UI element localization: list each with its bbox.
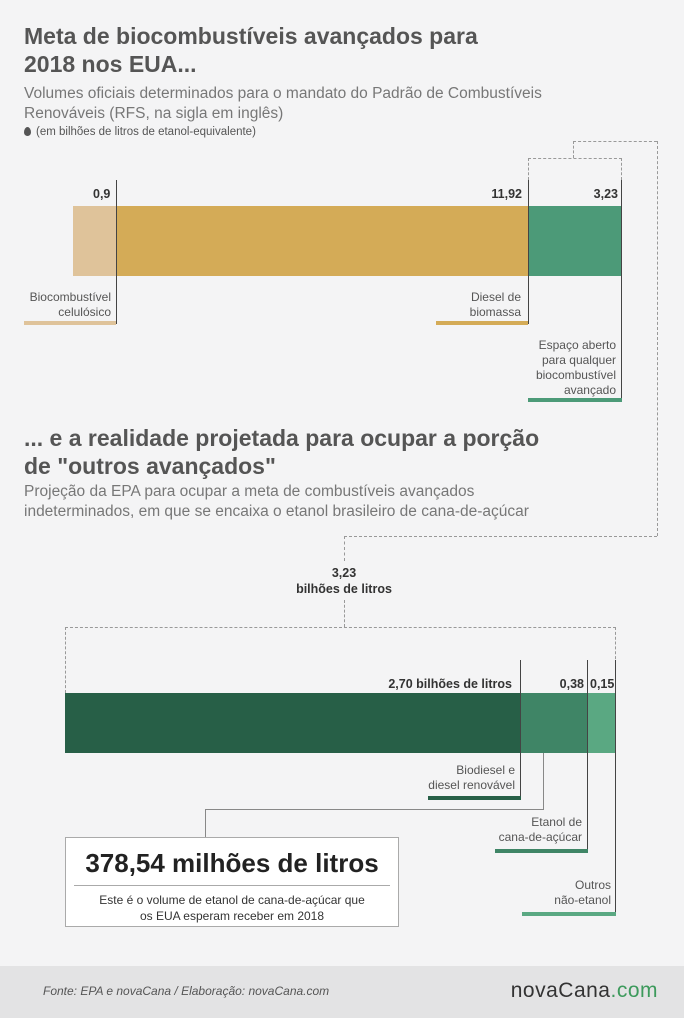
connector-bracket-left (528, 158, 529, 180)
callout-connector-vertical (543, 753, 544, 810)
category-label-cellulosic: Biocombustível celulósico (10, 290, 111, 320)
brand-suffix: .com (610, 979, 658, 1002)
callout-text: Este é o volume de etanol de cana-de-açú… (66, 892, 398, 924)
value-label-biodiesel: 2,70 bilhões de litros (388, 677, 512, 691)
chart2-title-line2: de "outros avançados" (24, 453, 276, 479)
callout-box: 378,54 milhões de litros Este é o volume… (65, 837, 399, 927)
bar-segment-biomass-diesel (117, 206, 529, 276)
connector-bracket-top (528, 158, 622, 159)
chart1-subtitle: Volumes oficiais determinados para o man… (24, 84, 542, 124)
underline-other-non-ethanol (522, 912, 616, 916)
chart1-title: Meta de biocombustíveis avançados para 2… (24, 22, 478, 78)
value-label-sugarcane-ethanol: 0,38 (559, 677, 584, 691)
marker-line-sugarcane-ethanol (587, 660, 588, 853)
marker-line-cellulosic (116, 180, 117, 324)
category-label-biomass-diesel: Diesel de biomassa (420, 290, 521, 320)
connector-bracket-right (621, 158, 622, 180)
value-label-other-non-ethanol: 0,15 (590, 677, 615, 691)
marker-line-open-space (621, 180, 622, 400)
callout-line1: Este é o volume de etanol de cana-de-açú… (99, 893, 365, 907)
underline-biodiesel (428, 796, 521, 800)
category-label-line: avançado (563, 383, 616, 397)
value-label-biomass-diesel: 11,92 (491, 187, 522, 201)
chart2-subtitle-line1: Projeção da EPA para ocupar a meta de co… (24, 483, 475, 500)
connector-value: 3,23 (331, 566, 357, 580)
marker-line-biodiesel (520, 660, 521, 800)
category-label-line: para qualquer (541, 353, 616, 367)
chart2-bracket-left (65, 627, 66, 693)
bar-segment-cellulosic (73, 206, 117, 276)
category-label-line: Biocombustível (29, 290, 111, 304)
bar-segment-other-non-ethanol (588, 693, 616, 753)
category-label-open-space: Espaço aberto para qualquer biocombustív… (510, 338, 616, 398)
callout-connector-horizontal (205, 809, 544, 810)
drop-icon (24, 127, 31, 136)
chart2-title: ... e a realidade projetada para ocupar … (24, 424, 539, 480)
category-label-line: não-etanol (554, 893, 611, 907)
category-label-line: cana-de-açúcar (498, 830, 582, 844)
chart2-bar (65, 693, 616, 753)
category-label-line: Outros (574, 878, 611, 892)
connector-label-stem (344, 600, 345, 627)
value-label-open-space: 3,23 (593, 187, 618, 201)
brand-logo: novaCana.com (511, 979, 658, 1003)
category-label-line: Etanol de (531, 815, 582, 829)
connector-bottom-run (344, 536, 657, 537)
underline-sugarcane-ethanol (495, 849, 588, 853)
callout-line2: os EUA esperam receber em 2018 (139, 909, 325, 923)
callout-divider (74, 885, 390, 886)
chart2-subtitle-line2: indeterminados, em que se encaixa o etan… (24, 503, 529, 520)
chart1-title-line2: 2018 nos EUA... (24, 51, 197, 77)
connector-right-run (657, 141, 658, 536)
category-label-line: biomassa (469, 305, 521, 319)
marker-line-other-non-ethanol (615, 660, 616, 916)
bar-segment-sugarcane-ethanol (520, 693, 588, 753)
marker-line-biomass-diesel (528, 180, 529, 324)
category-label-biodiesel: Biodiesel e diesel renovável (400, 763, 515, 793)
underline-cellulosic (24, 321, 116, 325)
chart1-subtitle-line1: Volumes oficiais determinados para o man… (24, 85, 542, 102)
connector-label: 3,23 bilhões de litros (264, 565, 424, 597)
chart2-title-line1: ... e a realidade projetada para ocupar … (24, 425, 540, 451)
underline-biomass-diesel (436, 321, 528, 325)
connector-top-run (573, 141, 657, 142)
category-label-line: Biodiesel e (456, 763, 515, 777)
connector-unit: bilhões de litros (296, 582, 392, 596)
chart1-bar (73, 206, 622, 276)
bar-segment-open-space (529, 206, 622, 276)
underline-open-space (528, 398, 622, 402)
unit-note: (em bilhões de litros de etanol-equivale… (24, 126, 256, 138)
chart1-title-line1: Meta de biocombustíveis avançados para (24, 23, 478, 49)
category-label-line: diesel renovável (428, 778, 515, 792)
connector-down-stub (344, 536, 345, 561)
footer: Fonte: EPA e novaCana / Elaboração: nova… (0, 966, 684, 1018)
brand-name: novaCana (510, 979, 611, 1002)
category-label-line: biocombustível (535, 368, 616, 382)
chart2-subtitle: Projeção da EPA para ocupar a meta de co… (24, 482, 529, 522)
category-label-line: celulósico (58, 305, 111, 319)
category-label-line: Espaço aberto (538, 338, 616, 352)
category-label-sugarcane-ethanol: Etanol de cana-de-açúcar (470, 815, 582, 845)
source-credit: Fonte: EPA e novaCana / Elaboração: nova… (43, 984, 330, 998)
category-label-line: Diesel de (470, 290, 521, 304)
callout-connector-drop (205, 809, 206, 837)
chart1-subtitle-line2: Renováveis (RFS, na sigla em inglês) (24, 105, 284, 122)
chart2-bracket-top (65, 627, 616, 628)
category-label-other-non-ethanol: Outros não-etanol (510, 878, 611, 908)
unit-note-text: (em bilhões de litros de etanol-equivale… (36, 126, 256, 138)
callout-headline: 378,54 milhões de litros (85, 848, 379, 878)
bar-segment-biodiesel (65, 693, 520, 753)
value-label-cellulosic: 0,9 (93, 187, 111, 201)
connector-stub (573, 141, 574, 158)
